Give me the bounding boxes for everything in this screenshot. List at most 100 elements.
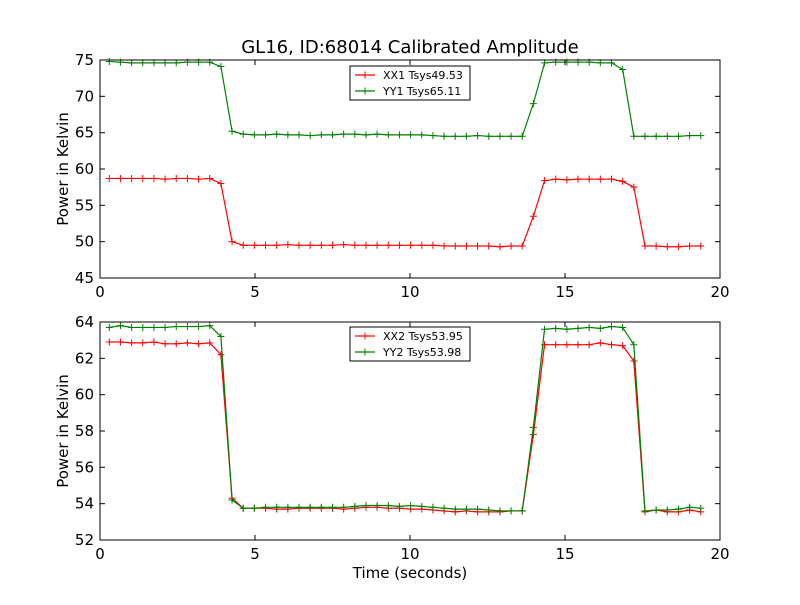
data-point-0-1-52 (686, 132, 694, 140)
data-point-0-1-35 (496, 132, 504, 140)
y-tick-label: 60 (75, 160, 94, 178)
y-tick-label: 52 (75, 531, 94, 549)
data-point-1-1-13 (250, 504, 258, 512)
data-point-0-1-53 (697, 132, 705, 140)
data-point-1-0-3 (139, 339, 147, 347)
data-point-1-1-26 (395, 502, 403, 510)
bottom-legend: XX2 Tsys53.95 YY2 Tsys53.98 (349, 326, 471, 362)
data-point-0-0-45 (608, 175, 615, 183)
data-point-0-0-46 (619, 177, 627, 185)
data-point-0-1-6 (172, 59, 180, 67)
data-point-0-0-30 (440, 242, 448, 250)
legend-marker-1 (361, 87, 369, 95)
data-point-0-1-17 (295, 131, 303, 139)
y-tick-label: 64 (75, 313, 94, 331)
x-tick-label: 5 (250, 283, 260, 301)
data-point-0-1-2 (128, 59, 136, 67)
data-point-0-0-6 (172, 174, 180, 182)
bottom-panel: 0 5 10 15 20 52 54 56 58 60 62 64 Power in Kelvin T… (54, 313, 730, 582)
data-point-0-1-28 (418, 131, 426, 139)
data-point-1-1-11 (228, 496, 236, 504)
data-point-0-0-34 (485, 242, 493, 250)
data-point-0-0-35 (496, 243, 504, 251)
data-point-1-1-17 (295, 503, 303, 511)
legend-label-0: XX2 Tsys53.95 (383, 330, 463, 343)
top-legend: XX1 Tsys49.53 YY1 Tsys65.11 (349, 65, 471, 101)
y-tick-label: 55 (75, 196, 94, 214)
top-panel: 0 5 10 15 20 45 50 55 60 65 70 75 Power in Kelvin X… (54, 51, 730, 301)
y-tick-label: 56 (75, 458, 94, 476)
data-point-0-0-9 (206, 174, 214, 182)
data-point-1-1-38 (529, 423, 537, 431)
data-point-0-0-16 (284, 241, 292, 249)
data-point-1-1-2 (128, 323, 136, 331)
data-point-0-1-44 (596, 59, 604, 67)
x-tick-label: 0 (95, 545, 105, 563)
data-point-0-0-0 (105, 174, 113, 182)
data-point-1-0-4 (150, 338, 158, 346)
data-point-0-0-50 (663, 243, 671, 251)
x-tick-label: 5 (250, 545, 260, 563)
legend-label-0: XX1 Tsys49.53 (383, 69, 463, 82)
y-tick-label: 62 (75, 349, 94, 367)
data-point-0-0-26 (395, 241, 403, 249)
data-point-0-1-10 (217, 63, 225, 71)
data-point-1-0-2 (128, 339, 136, 347)
data-point-1-0-5 (161, 340, 169, 348)
data-point-0-1-46 (619, 65, 627, 73)
data-point-1-1-37 (518, 507, 526, 515)
data-point-1-1-33 (474, 505, 482, 513)
data-point-0-1-14 (262, 131, 270, 139)
x-tick-label: 20 (710, 545, 729, 563)
y-tick-label: 58 (75, 422, 94, 440)
legend-label-1: YY1 Tsys65.11 (382, 85, 461, 98)
data-point-0-1-47 (630, 132, 638, 140)
data-point-0-1-20 (329, 131, 336, 139)
data-point-1-0-44 (596, 339, 604, 347)
data-point-0-1-31 (451, 132, 459, 140)
data-point-0-1-0 (105, 57, 113, 65)
data-point-0-0-4 (150, 174, 158, 182)
data-point-1-1-15 (273, 503, 281, 511)
data-point-1-1-18 (306, 503, 314, 511)
data-point-1-0-45 (608, 341, 615, 349)
data-point-0-1-21 (340, 130, 348, 138)
data-point-0-1-18 (306, 132, 314, 140)
data-point-1-1-48 (641, 507, 649, 515)
y-tick-label: 70 (75, 87, 94, 105)
data-point-0-1-26 (395, 131, 403, 139)
data-point-0-1-13 (250, 131, 258, 139)
data-point-1-0-0 (105, 338, 113, 346)
data-point-0-0-48 (641, 242, 649, 250)
data-point-1-1-27 (407, 501, 415, 509)
data-point-0-0-42 (574, 175, 582, 183)
data-point-1-1-35 (496, 507, 504, 515)
data-point-0-1-15 (273, 130, 281, 138)
data-point-1-1-12 (239, 504, 247, 512)
data-point-0-1-36 (507, 132, 515, 140)
data-point-0-0-36 (507, 242, 515, 250)
data-point-1-1-22 (351, 502, 359, 510)
x-tick-label: 10 (400, 283, 419, 301)
data-point-1-1-40 (552, 324, 560, 332)
data-point-0-1-50 (663, 132, 671, 140)
y-tick-label: 60 (75, 386, 94, 404)
data-point-0-0-22 (351, 241, 359, 249)
data-point-0-1-32 (462, 132, 470, 140)
data-point-0-0-14 (262, 241, 270, 249)
legend-box (349, 65, 471, 101)
data-point-1-1-52 (686, 503, 694, 511)
data-point-0-1-38 (529, 100, 537, 108)
data-point-1-1-29 (429, 503, 437, 511)
data-point-0-0-31 (451, 242, 459, 250)
y-tick-label: 50 (75, 233, 94, 251)
legend-marker-0 (361, 332, 369, 340)
data-point-1-1-1 (116, 322, 124, 330)
data-point-0-0-27 (407, 241, 415, 249)
x-tick-label: 15 (555, 283, 574, 301)
data-point-1-0-41 (563, 341, 571, 349)
data-point-1-0-42 (574, 341, 582, 349)
data-point-0-0-1 (116, 174, 124, 182)
data-point-1-0-10 (217, 351, 225, 359)
data-point-1-1-9 (206, 322, 214, 330)
